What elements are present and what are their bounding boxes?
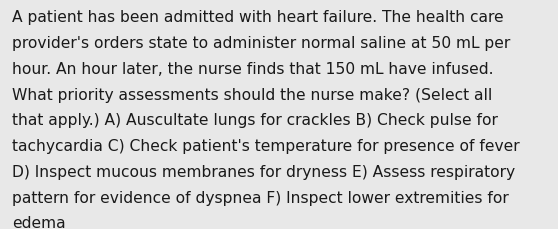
- Text: D) Inspect mucous membranes for dryness E) Assess respiratory: D) Inspect mucous membranes for dryness …: [12, 164, 516, 179]
- Text: tachycardia C) Check patient's temperature for presence of fever: tachycardia C) Check patient's temperatu…: [12, 139, 520, 153]
- Text: hour. An hour later, the nurse finds that 150 mL have infused.: hour. An hour later, the nurse finds tha…: [12, 62, 494, 76]
- Text: provider's orders state to administer normal saline at 50 mL per: provider's orders state to administer no…: [12, 36, 511, 51]
- Text: edema: edema: [12, 215, 66, 229]
- Text: A patient has been admitted with heart failure. The health care: A patient has been admitted with heart f…: [12, 10, 504, 25]
- Text: What priority assessments should the nurse make? (Select all: What priority assessments should the nur…: [12, 87, 493, 102]
- Text: pattern for evidence of dyspnea F) Inspect lower extremities for: pattern for evidence of dyspnea F) Inspe…: [12, 190, 509, 205]
- Text: that apply.) A) Auscultate lungs for crackles B) Check pulse for: that apply.) A) Auscultate lungs for cra…: [12, 113, 498, 128]
